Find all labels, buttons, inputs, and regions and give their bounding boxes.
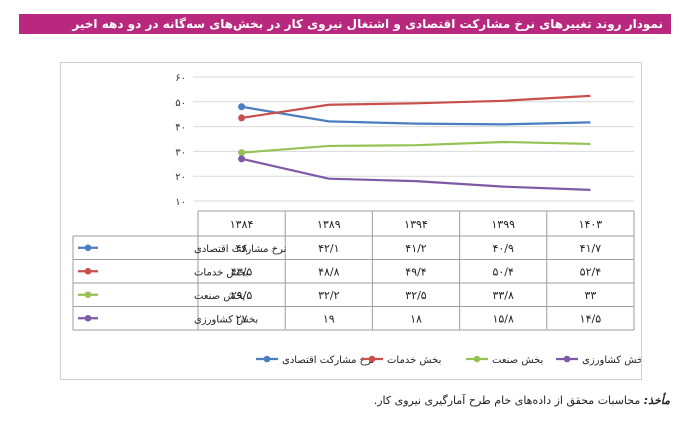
y-tick-label: ۳۰ (175, 147, 186, 158)
legend-label: نرخ مشارکت اقتصادی (282, 355, 374, 366)
chart-frame: ۱۰ ۲۰ ۳۰ ۴۰ ۵۰ ۶۰ ۱۳۸۴ ۱۳۸۹ ۱۳۹۴ ۱۳۹۹ ۱۴۰۳ نرخ مشار… (60, 62, 642, 380)
source-note: مأخذ: محاسبات محقق از داده‌های خام طرح آ… (374, 394, 670, 407)
series-line-2 (241, 140, 591, 154)
chart-title: نمودار روند تغییرهای نرخ مشارکت اقتصادی … (19, 14, 671, 34)
legend-label: بخش صنعت (492, 355, 543, 366)
data-label: ۱۹ (323, 312, 335, 325)
data-label: ۴۱/۲ (405, 242, 427, 255)
legend-marker (263, 355, 271, 363)
row-series-name: نرخ مشارکت اقتصادی (194, 244, 286, 255)
data-label: ۵۰/۴ (492, 265, 514, 278)
y-tick-label: ۴۰ (175, 123, 186, 134)
legend-marker (368, 355, 376, 363)
x-category-label: ۱۳۸۴ (230, 218, 254, 231)
data-label: ۱۴/۵ (580, 312, 602, 325)
source-label: مأخذ: (643, 394, 670, 407)
source-text: محاسبات محقق از داده‌های خام طرح آمارگیر… (373, 394, 641, 407)
data-point (238, 155, 246, 163)
data-label: ۱۵/۸ (492, 312, 514, 325)
data-label: ۴۲/۱ (318, 242, 339, 255)
x-category-label: ۱۴۰۳ (579, 218, 603, 231)
series-line-1 (241, 94, 591, 120)
data-point (238, 114, 246, 122)
data-label: ۴۹/۴ (405, 265, 427, 278)
y-tick-label: ۶۰ (175, 73, 186, 84)
y-tick-label: ۱۰ (175, 197, 186, 208)
data-label: ۴۰/۹ (492, 242, 514, 255)
data-label: ۴۳/۵ (231, 265, 253, 278)
x-category-label: ۱۳۹۹ (491, 218, 515, 231)
data-label: ۴۱/۷ (580, 242, 602, 255)
line-chart: ۱۰ ۲۰ ۳۰ ۴۰ ۵۰ ۶۰ ۱۳۸۴ ۱۳۸۹ ۱۳۹۴ ۱۳۹۹ ۱۴۰۳ نرخ مشار… (72, 73, 641, 366)
legend-label: بخش خدمات (387, 355, 441, 366)
y-tick-label: ۲۰ (175, 172, 186, 183)
data-point (238, 149, 246, 157)
data-label: ۵۲/۴ (580, 265, 602, 278)
legend-marker (563, 355, 571, 363)
row-series-name: بخش خدمات (194, 267, 248, 278)
x-category-label: ۱۳۸۹ (317, 218, 341, 231)
x-category-label: ۱۳۹۴ (404, 218, 428, 231)
data-label: ۲۷ (236, 312, 248, 325)
y-tick-label: ۵۰ (175, 98, 186, 109)
data-label: ۳۳ (584, 289, 596, 302)
data-label: ۱۸ (410, 312, 422, 325)
legend-label: بخش کشاورزی (582, 355, 641, 366)
row-series-name: بخش صنعت (194, 291, 245, 302)
legend-marker (473, 355, 481, 363)
row-series-name: بخش کشاورزی (194, 314, 258, 325)
data-label: ۳۳/۸ (492, 289, 514, 302)
row-legend-marker (84, 314, 92, 322)
series-line-3 (241, 157, 591, 191)
row-legend-marker (84, 244, 92, 252)
data-label: ۳۲/۲ (318, 289, 340, 302)
data-point (238, 103, 246, 111)
series-line-0 (241, 105, 591, 126)
row-legend-marker (84, 267, 92, 275)
data-label: ۳۲/۵ (405, 289, 427, 302)
data-label: ۴۸ (236, 242, 248, 255)
data-label: ۲۹/۵ (231, 289, 253, 302)
data-label: ۴۸/۸ (318, 265, 340, 278)
row-legend-marker (84, 291, 92, 299)
